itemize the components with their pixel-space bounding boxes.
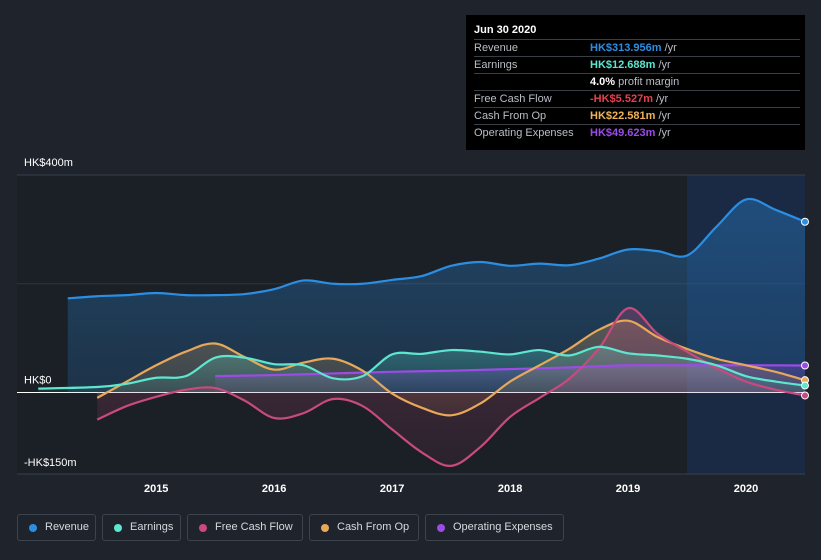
earnings-area [38,346,806,393]
x-tick-label: 2020 [734,483,758,495]
legend-label: Revenue [45,521,90,533]
tooltip-row-unit: /yr [658,59,671,71]
legend-dot-icon [29,524,37,532]
revenue-end-point [801,217,809,226]
y-tick-label: HK$400m [24,157,73,169]
free-cash-flow-end-point [801,391,809,400]
tooltip-row: 4.0% profit margin [474,73,800,89]
x-tick-label: 2017 [380,483,404,495]
operating-expenses-line [215,364,806,378]
tooltip-row-value: HK$49.623m/yr [590,127,671,139]
tooltip-row-unit: /yr [658,110,671,122]
tooltip-row: Earnings HK$12.688m/yr [474,56,800,72]
y-tick-label: HK$0 [24,374,52,386]
tooltip-row-label: Operating Expenses [474,127,574,139]
legend-item-earnings[interactable]: Earnings [102,514,181,541]
legend-item-free-cash-flow[interactable]: Free Cash Flow [187,514,303,541]
tooltip-row-label: Revenue [474,42,519,54]
tooltip-row-unit: /yr [658,127,671,139]
tooltip-row-value: HK$22.581m/yr [590,110,671,122]
earnings-line [38,345,806,390]
tooltip-row: Free Cash Flow -HK$5.527m/yr [474,90,800,106]
tooltip-row: Cash From Op HK$22.581m/yr [474,107,800,123]
legend-dot-icon [114,524,122,532]
earnings-end-point [801,381,809,390]
legend-dot-icon [321,524,329,532]
x-tick-label: 2019 [616,483,640,495]
x-tick-label: 2018 [498,483,522,495]
revenue-line [67,197,806,300]
legend-item-operating-expenses[interactable]: Operating Expenses [425,514,564,541]
tooltip-row-value: -HK$5.527m/yr [590,93,669,105]
x-tick-label: 2015 [144,483,168,495]
y-tick-label: -HK$150m [24,457,77,469]
tooltip-row-unit: profit margin [618,76,680,88]
tooltip-row-unit: /yr [664,42,677,54]
tooltip-row-label: Earnings [474,59,518,71]
x-tick-label: 2016 [262,483,286,495]
tooltip-date: Jun 30 2020 [474,24,537,36]
legend-dot-icon [199,524,207,532]
tooltip-row: Revenue HK$313.956m/yr [474,39,800,55]
tooltip-row-label: Cash From Op [474,110,547,122]
legend-label: Earnings [130,521,174,533]
legend-item-revenue[interactable]: Revenue [17,514,96,541]
free-cash-flow-line [96,307,806,467]
tooltip-row-unit: /yr [655,93,669,105]
tooltip-row-value: HK$313.956m/yr [590,42,677,54]
cash-from-op-line [96,319,806,417]
legend-label: Cash From Op [337,521,410,533]
tooltip-row: Operating Expenses HK$49.623m/yr [474,124,800,140]
legend-label: Operating Expenses [453,521,553,533]
operating-expenses-end-point [801,361,809,370]
legend-dot-icon [437,524,445,532]
tooltip-panel: Jun 30 2020 Revenue HK$313.956m/yr Earning… [466,15,805,150]
tooltip-row-value: 4.0% profit margin [590,76,680,88]
free-cash-flow-area [97,307,805,466]
legend-item-cash-from-op[interactable]: Cash From Op [309,514,419,541]
tooltip-row-label: Free Cash Flow [474,93,552,105]
tooltip-row-value: HK$12.688m/yr [590,59,671,71]
legend-label: Free Cash Flow [215,521,293,533]
